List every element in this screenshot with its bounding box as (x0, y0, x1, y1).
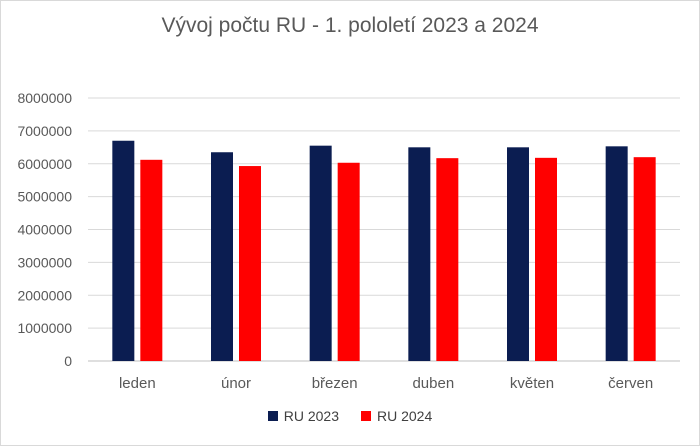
bar-ru2024-3 (436, 158, 459, 361)
x-tick-label: březen (312, 375, 358, 392)
y-tick-label: 3000000 (17, 254, 72, 270)
x-tick-label: duben (412, 375, 454, 392)
y-tick-label: 4000000 (17, 222, 72, 238)
bar-ru2023-2 (309, 145, 332, 361)
y-tick-label: 1000000 (17, 320, 72, 336)
legend: RU 2023 RU 2024 (0, 408, 700, 424)
legend-swatch-1 (361, 411, 371, 421)
bar-ru2023-3 (408, 147, 431, 361)
x-tick-label: červen (608, 375, 653, 392)
bar-ru2024-0 (140, 159, 163, 361)
bar-ru2024-1 (239, 166, 261, 361)
y-tick-label: 8000000 (17, 90, 72, 106)
bar-ru2024-5 (633, 157, 656, 361)
x-tick-label: únor (221, 375, 251, 392)
bar-ru2023-1 (211, 152, 233, 361)
x-tick-label: květen (510, 375, 554, 392)
bar-ru2023-5 (605, 146, 628, 361)
bar-ru2024-2 (337, 162, 360, 361)
legend-swatch-0 (267, 411, 278, 421)
bar-ru2023-0 (112, 140, 135, 361)
y-tick-label: 2000000 (17, 287, 72, 303)
bar-ru2023-4 (507, 147, 529, 361)
y-tick-label: 0 (64, 353, 72, 369)
y-tick-label: 7000000 (17, 123, 72, 139)
x-tick-label: leden (119, 375, 156, 392)
y-tick-label: 6000000 (17, 156, 72, 172)
chart-title: Vývoj počtu RU - 1. pololetí 2023 a 2024 (161, 14, 539, 37)
legend-item-1: RU 2024 (361, 408, 432, 424)
bar-ru2024-4 (535, 157, 557, 361)
legend-item-0: RU 2023 (267, 408, 339, 424)
y-tick-label: 5000000 (17, 189, 72, 205)
legend-label-0: RU 2023 (283, 408, 339, 424)
legend-label-1: RU 2024 (377, 408, 433, 424)
